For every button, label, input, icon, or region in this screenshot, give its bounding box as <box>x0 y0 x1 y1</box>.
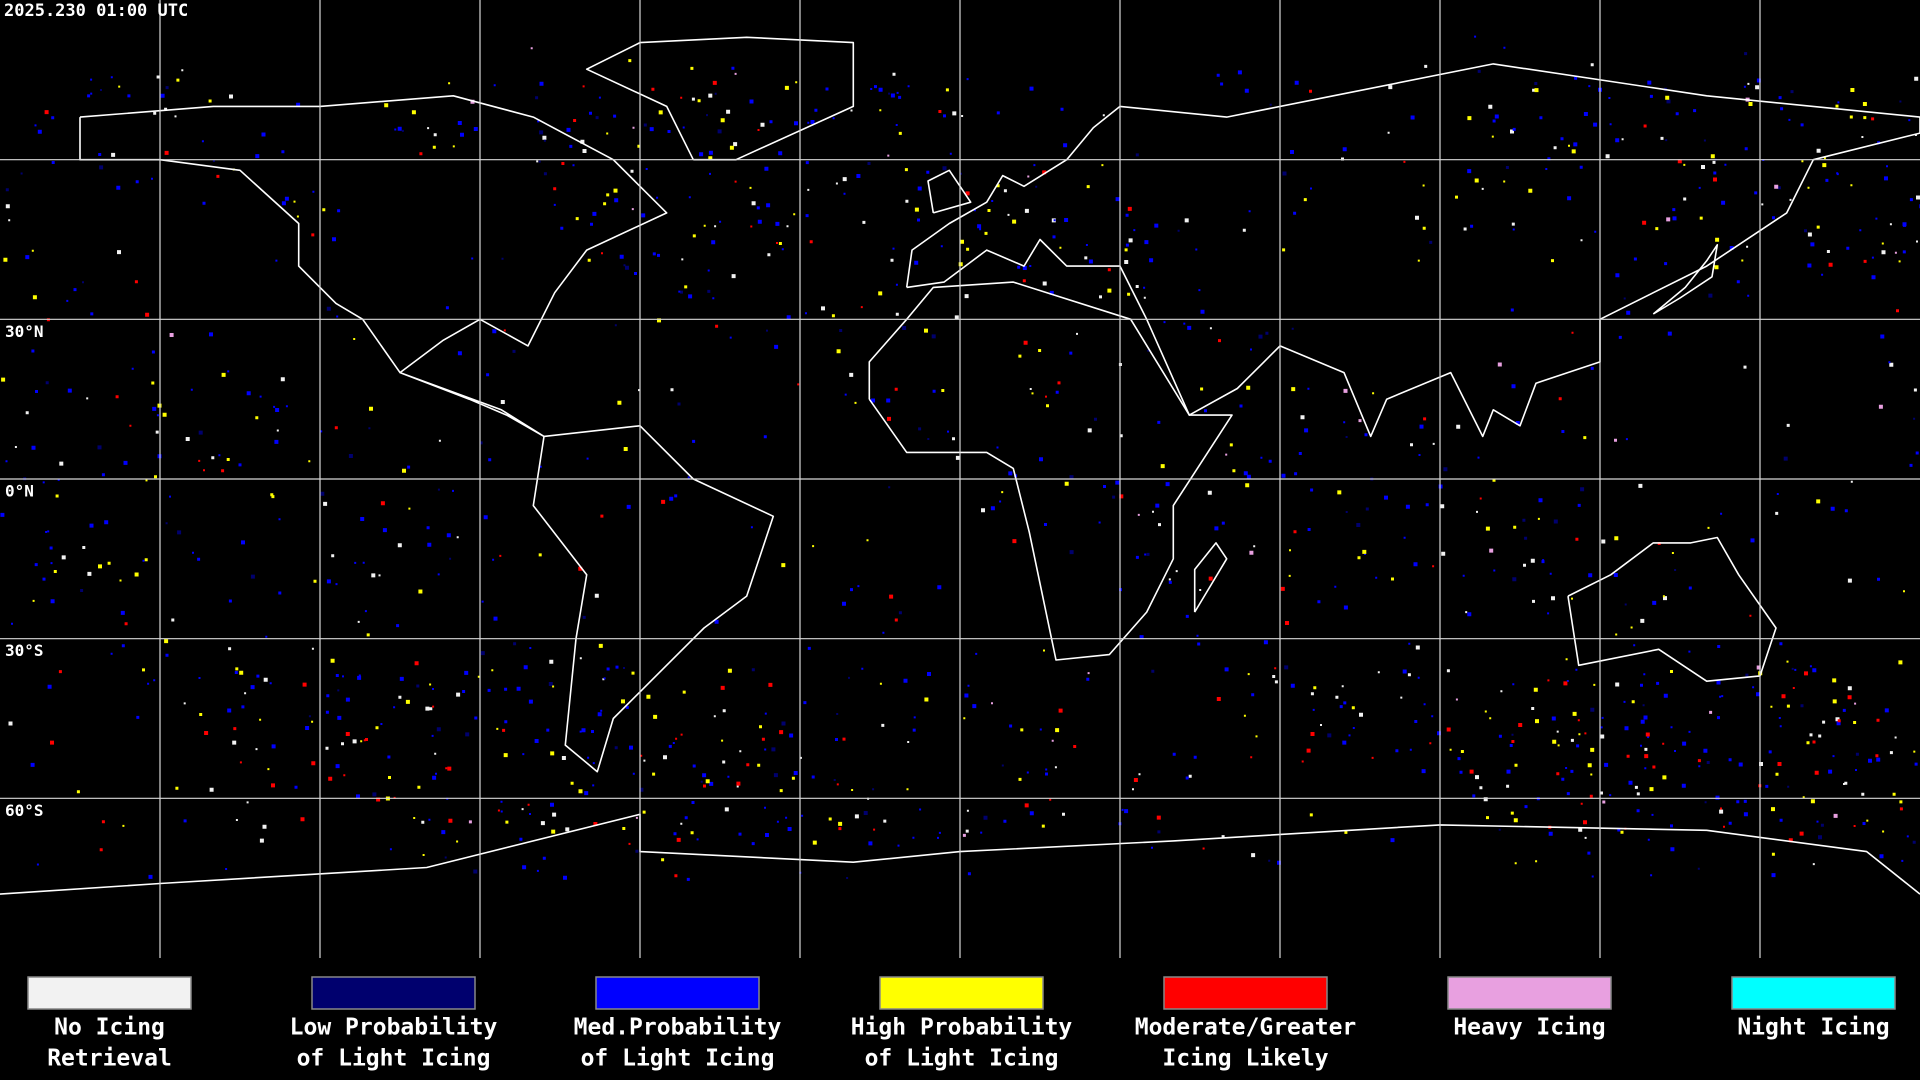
legend-label: of Light Icing <box>581 1046 775 1072</box>
legend-label: Heavy Icing <box>1453 1015 1605 1041</box>
timestamp: 2025.230 01:00 UTC <box>4 1 188 21</box>
latitude-label: 0°N <box>5 482 34 501</box>
latitude-label: 30°S <box>5 641 44 660</box>
legend-label: No Icing <box>54 1015 165 1041</box>
legend-label: Moderate/Greater <box>1135 1015 1357 1041</box>
legend-swatch <box>27 976 192 1010</box>
coastline <box>927 169 972 214</box>
legend: No Icing Retrieval Low Probability of Light… <box>27 976 1896 1072</box>
legend-swatch <box>1163 976 1328 1010</box>
legend-label: of Light Icing <box>297 1046 491 1072</box>
legend-swatch <box>311 976 476 1010</box>
legend-swatch <box>1731 976 1896 1010</box>
coastline <box>1652 244 1719 315</box>
latitude-label: 60°S <box>5 801 44 820</box>
legend-label: Icing Likely <box>1162 1046 1328 1072</box>
graticule <box>0 0 1920 958</box>
legend-label: of Light Icing <box>865 1046 1059 1072</box>
coastline <box>1567 536 1777 682</box>
legend-label: Retrieval <box>47 1046 172 1072</box>
legend-label: Night Icing <box>1737 1015 1889 1041</box>
legend-label: Med.Probability <box>574 1015 782 1041</box>
legend-swatch <box>1447 976 1612 1010</box>
coastline <box>0 813 1920 895</box>
coastline <box>79 95 668 438</box>
legend-label: High Probability <box>851 1015 1073 1041</box>
coastline <box>868 281 1233 661</box>
coastline <box>532 425 775 773</box>
legend-swatch <box>595 976 760 1010</box>
legend-swatch <box>879 976 1044 1010</box>
legend-label: Low Probability <box>290 1015 498 1041</box>
coastline <box>1193 542 1228 613</box>
latitude-labels: 30°N 0°N 30°S 60°S <box>5 322 44 820</box>
latitude-label: 30°N <box>5 322 44 341</box>
coastlines <box>0 36 1920 895</box>
